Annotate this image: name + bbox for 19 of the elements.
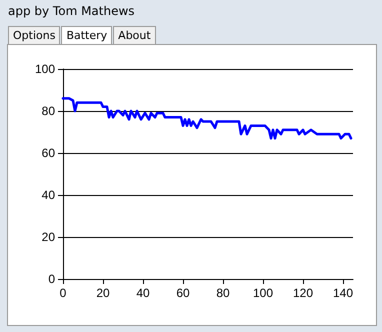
x-tick-label: 0 [60, 286, 67, 300]
text: Options [8, 26, 60, 44]
y-tick-label: 20 [42, 230, 56, 244]
y-tick-label: 0 [48, 272, 56, 286]
y-tick-label: 100 [34, 62, 56, 76]
y-tick-label: 80 [42, 104, 56, 118]
chart-title: app by Tom Mathews [8, 4, 135, 18]
text: About [113, 26, 156, 44]
x-tick-label: 100 [252, 286, 274, 300]
y-tick-label: 40 [42, 188, 56, 202]
x-tick-label: 120 [292, 286, 314, 300]
y-tick-label: 60 [42, 146, 56, 160]
x-tick-label: 20 [96, 286, 110, 300]
x-tick-label: 80 [216, 286, 230, 300]
x-tick-label: 140 [332, 286, 354, 300]
line-series [62, 97, 352, 140]
x-tick-label: 40 [136, 286, 150, 300]
x-tick-label: 60 [176, 286, 190, 300]
text: Battery [61, 26, 112, 44]
